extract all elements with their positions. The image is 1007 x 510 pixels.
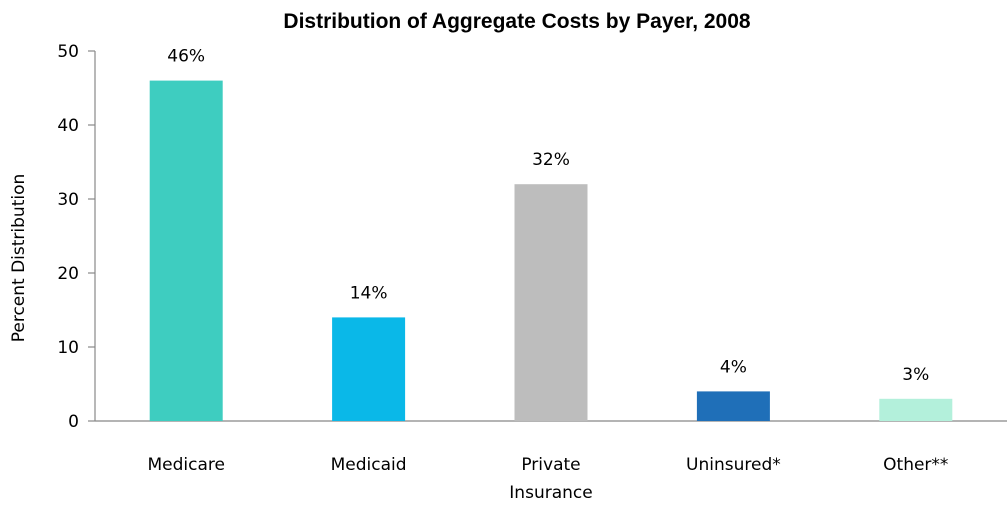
y-tick-label: 10 xyxy=(57,338,79,358)
y-tick-label: 50 xyxy=(57,42,79,62)
data-label: 14% xyxy=(350,283,388,303)
x-category-label: Medicare xyxy=(147,455,224,475)
y-tick-label: 20 xyxy=(57,264,79,284)
data-label: 32% xyxy=(532,150,570,170)
data-label: 46% xyxy=(167,47,205,67)
x-category-label: Medicaid xyxy=(331,455,407,475)
data-labels: 46% 14% 32% 4% 3% xyxy=(167,47,929,385)
bar xyxy=(696,391,770,421)
bar xyxy=(332,317,406,421)
bar xyxy=(149,80,223,421)
chart-title: Distribution of Aggregate Costs by Payer… xyxy=(283,10,750,33)
y-axis-label: Percent Distribution xyxy=(9,174,29,343)
y-tick-label: 30 xyxy=(57,190,79,210)
y-ticks: 0 10 20 30 40 50 xyxy=(57,42,95,432)
bars xyxy=(149,80,953,421)
y-tick-label: 40 xyxy=(57,116,79,136)
x-category-label: Other** xyxy=(883,455,948,475)
x-category-label: Insurance xyxy=(509,483,592,503)
x-category-label: Private xyxy=(521,455,580,475)
x-categories: Medicare Medicaid Private Insurance Uninsure… xyxy=(147,455,948,503)
bar xyxy=(514,184,588,421)
x-category-label: Uninsured* xyxy=(686,455,781,475)
data-label: 3% xyxy=(902,365,929,385)
bar xyxy=(879,398,953,421)
data-label: 4% xyxy=(720,357,747,377)
y-tick-label: 0 xyxy=(68,412,79,432)
